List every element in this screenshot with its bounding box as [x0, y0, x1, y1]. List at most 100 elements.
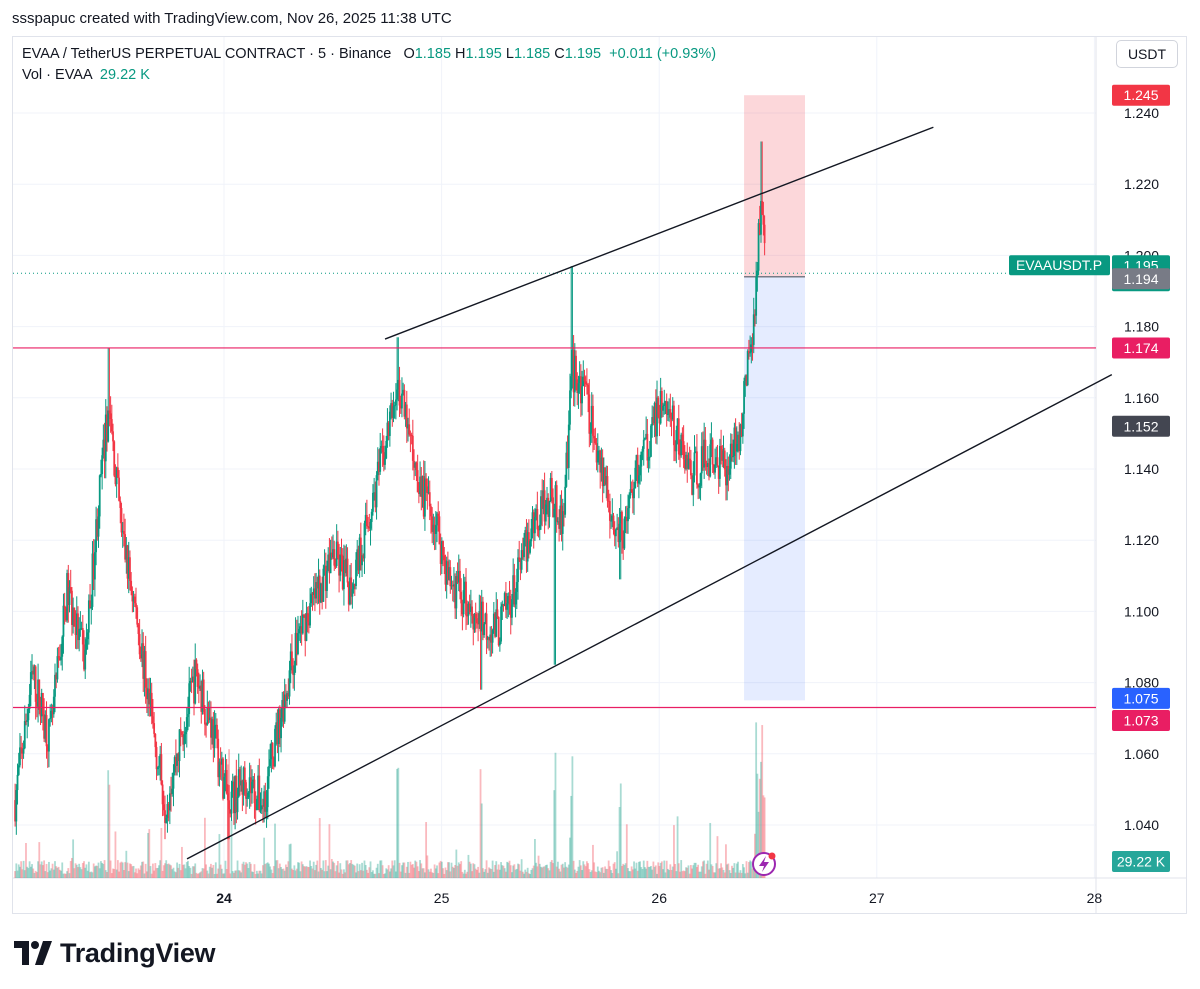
volume-bar	[601, 867, 604, 878]
volume-bar	[723, 872, 726, 878]
candle-body	[610, 520, 612, 522]
volume-bar	[564, 862, 567, 878]
volume-bar	[747, 862, 750, 878]
candle-body	[304, 615, 307, 641]
volume-bar	[680, 860, 683, 878]
candle-body	[698, 485, 701, 488]
volume-bar	[483, 871, 486, 878]
volume-bar	[55, 866, 58, 878]
volume-bar	[327, 865, 330, 878]
volume-bar	[579, 865, 582, 878]
volume-bar	[536, 866, 539, 878]
volume-bar	[67, 868, 70, 878]
alert-icon[interactable]	[752, 852, 776, 876]
legend-open-value: 1.185	[414, 46, 452, 62]
volume-bar	[521, 871, 524, 878]
volume-bar	[35, 872, 38, 878]
trend-line[interactable]	[186, 374, 1113, 860]
candle-body	[538, 524, 541, 530]
candle-body	[665, 400, 668, 415]
volume-bar	[741, 864, 744, 878]
volume-bar	[201, 868, 204, 878]
volume-bar	[569, 837, 571, 878]
currency-button[interactable]: USDT	[1116, 40, 1178, 68]
candle-body	[165, 817, 168, 823]
candle-body	[636, 454, 639, 484]
legend-volume-label[interactable]: Vol · EVAA	[22, 67, 92, 83]
chart-credit: ssspapuc created with TradingView.com, N…	[12, 10, 452, 27]
volume-bar	[374, 873, 377, 878]
volume-bar	[184, 868, 187, 878]
volume-bar	[162, 865, 165, 878]
time-axis[interactable]: 24 25 26 27 28	[216, 890, 1102, 906]
volume-bar	[600, 867, 603, 878]
candle-body	[22, 748, 25, 754]
volume-bar	[56, 867, 59, 878]
candle-body	[37, 679, 39, 707]
volume-bar	[415, 861, 418, 878]
candle-body	[611, 515, 614, 521]
legend-symbol[interactable]: EVAA / TetherUS PERPETUAL CONTRACT · 5 ·…	[22, 46, 392, 62]
candle-body	[451, 585, 454, 587]
candle-body	[524, 530, 527, 538]
candle-body	[248, 777, 251, 793]
volume-bar	[735, 863, 738, 878]
volume-bar	[524, 869, 527, 878]
candle-body	[307, 622, 310, 626]
volume-bar	[758, 778, 761, 878]
candle-body	[390, 403, 392, 412]
candle-body	[176, 753, 178, 766]
volume-bar	[505, 871, 507, 878]
candle-body	[683, 459, 686, 469]
candle-body	[14, 800, 17, 822]
x-tick-label: 26	[651, 890, 667, 906]
volume-bar	[434, 868, 437, 878]
candle-body	[159, 754, 162, 766]
candle-body	[25, 721, 27, 723]
candle-body	[728, 468, 731, 475]
volume-bar	[31, 864, 33, 878]
volume-bar	[656, 873, 658, 878]
volume-bar	[605, 868, 608, 878]
volume-bar	[269, 866, 272, 878]
volume-bar	[507, 862, 510, 878]
trend-line[interactable]	[384, 126, 934, 340]
candle-body	[341, 555, 344, 590]
candle-body	[421, 476, 424, 497]
candle-body	[404, 404, 407, 417]
candle-body	[621, 511, 623, 541]
candle-body	[740, 424, 743, 437]
candle-body	[234, 775, 237, 814]
volume-bar	[286, 867, 289, 878]
candle-body	[266, 776, 269, 808]
legend-close-label: C	[554, 46, 565, 62]
volume-bar	[235, 870, 238, 878]
volume-bar	[95, 865, 97, 878]
volume-bar	[633, 861, 635, 878]
candle-body	[48, 719, 50, 752]
price-axis[interactable]: 1.2401.2201.2001.1801.1601.1401.1201.100…	[1124, 105, 1159, 833]
volume-bar	[284, 864, 287, 878]
volume-bar	[453, 867, 455, 878]
candle-body	[300, 626, 303, 634]
position-target-zone[interactable]	[744, 95, 805, 277]
volume-bar	[212, 865, 215, 878]
volume-bar	[756, 773, 759, 878]
volume-bar	[211, 867, 214, 878]
long-position-tool[interactable]	[744, 95, 805, 701]
volume-bar	[589, 872, 592, 878]
drawing-lines[interactable]	[13, 126, 1113, 860]
volume-bar	[272, 866, 275, 878]
volume-bar	[326, 871, 328, 878]
chart-frame	[12, 36, 1187, 914]
candle-body	[201, 679, 204, 712]
volume-bar	[554, 752, 557, 878]
candle-body	[208, 717, 211, 721]
candle-body	[633, 488, 635, 499]
volume-bar	[651, 869, 654, 878]
candle-body	[664, 400, 667, 405]
volume-bar	[576, 870, 579, 878]
candle-body	[561, 511, 564, 534]
volume-bar	[583, 864, 586, 878]
